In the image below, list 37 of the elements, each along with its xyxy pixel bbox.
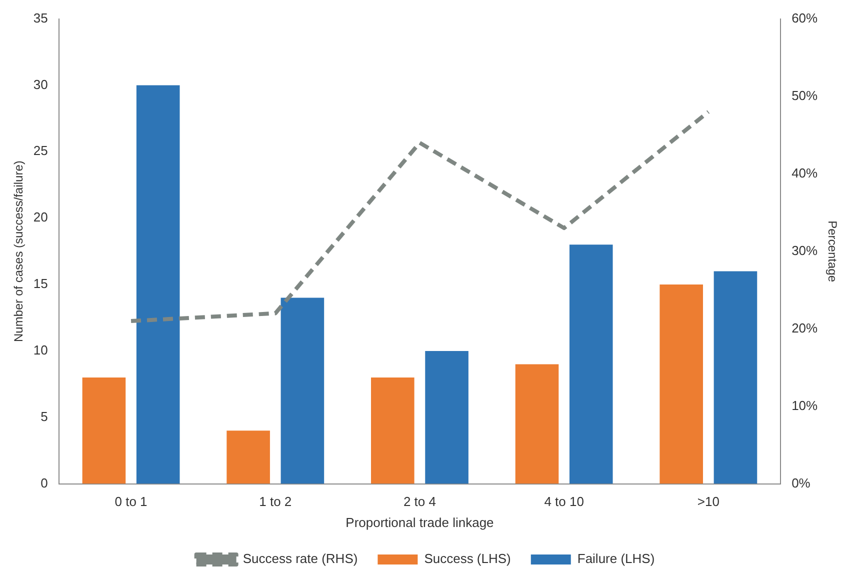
bar	[425, 350, 468, 484]
bar	[136, 85, 180, 484]
y-tick-label: 5	[40, 408, 48, 424]
y2-tick-label: 60%	[792, 10, 818, 26]
y2-axis-title: Percentage	[825, 220, 840, 282]
y2-tick-label: 0%	[792, 475, 811, 490]
x-tick-label: 2 to 4	[403, 494, 436, 510]
bar	[714, 271, 758, 484]
y-axis-title: Number of cases (success/failure)	[12, 160, 26, 342]
x-axis-title: Proportional trade linkage	[346, 514, 494, 530]
legend-label: Success rate (RHS)	[242, 551, 358, 566]
x-tick-label: 0 to 1	[114, 494, 148, 510]
legend-label: Success (LHS)	[424, 551, 511, 566]
bar	[82, 378, 126, 484]
y-tick-label: 0	[40, 475, 48, 490]
y2-tick-label: 30%	[792, 242, 818, 258]
line-series	[129, 110, 710, 324]
bar	[515, 364, 559, 484]
legend-label: Failure (LHS)	[577, 551, 655, 566]
y-tick-label: 25	[33, 143, 48, 158]
x-tick-label: 1 to 2	[259, 494, 292, 510]
y-tick-label: 10	[33, 342, 48, 358]
y2-tick-label: 40%	[792, 165, 818, 180]
y2-tick-label: 50%	[792, 88, 818, 103]
bar	[280, 298, 324, 484]
bar	[226, 430, 270, 484]
x-tick-label: >10	[697, 494, 720, 510]
y-tick-label: 35	[33, 10, 48, 26]
x-tick-label: 4 to 10	[544, 494, 584, 510]
y-tick-label: 15	[33, 276, 48, 292]
y-tick-label: 20	[33, 210, 48, 225]
y2-tick-label: 20%	[792, 320, 818, 336]
bar	[660, 284, 703, 484]
bar	[569, 244, 613, 484]
y-tick-label: 30	[33, 76, 48, 92]
bar	[371, 378, 414, 484]
y2-tick-label: 10%	[792, 398, 818, 413]
